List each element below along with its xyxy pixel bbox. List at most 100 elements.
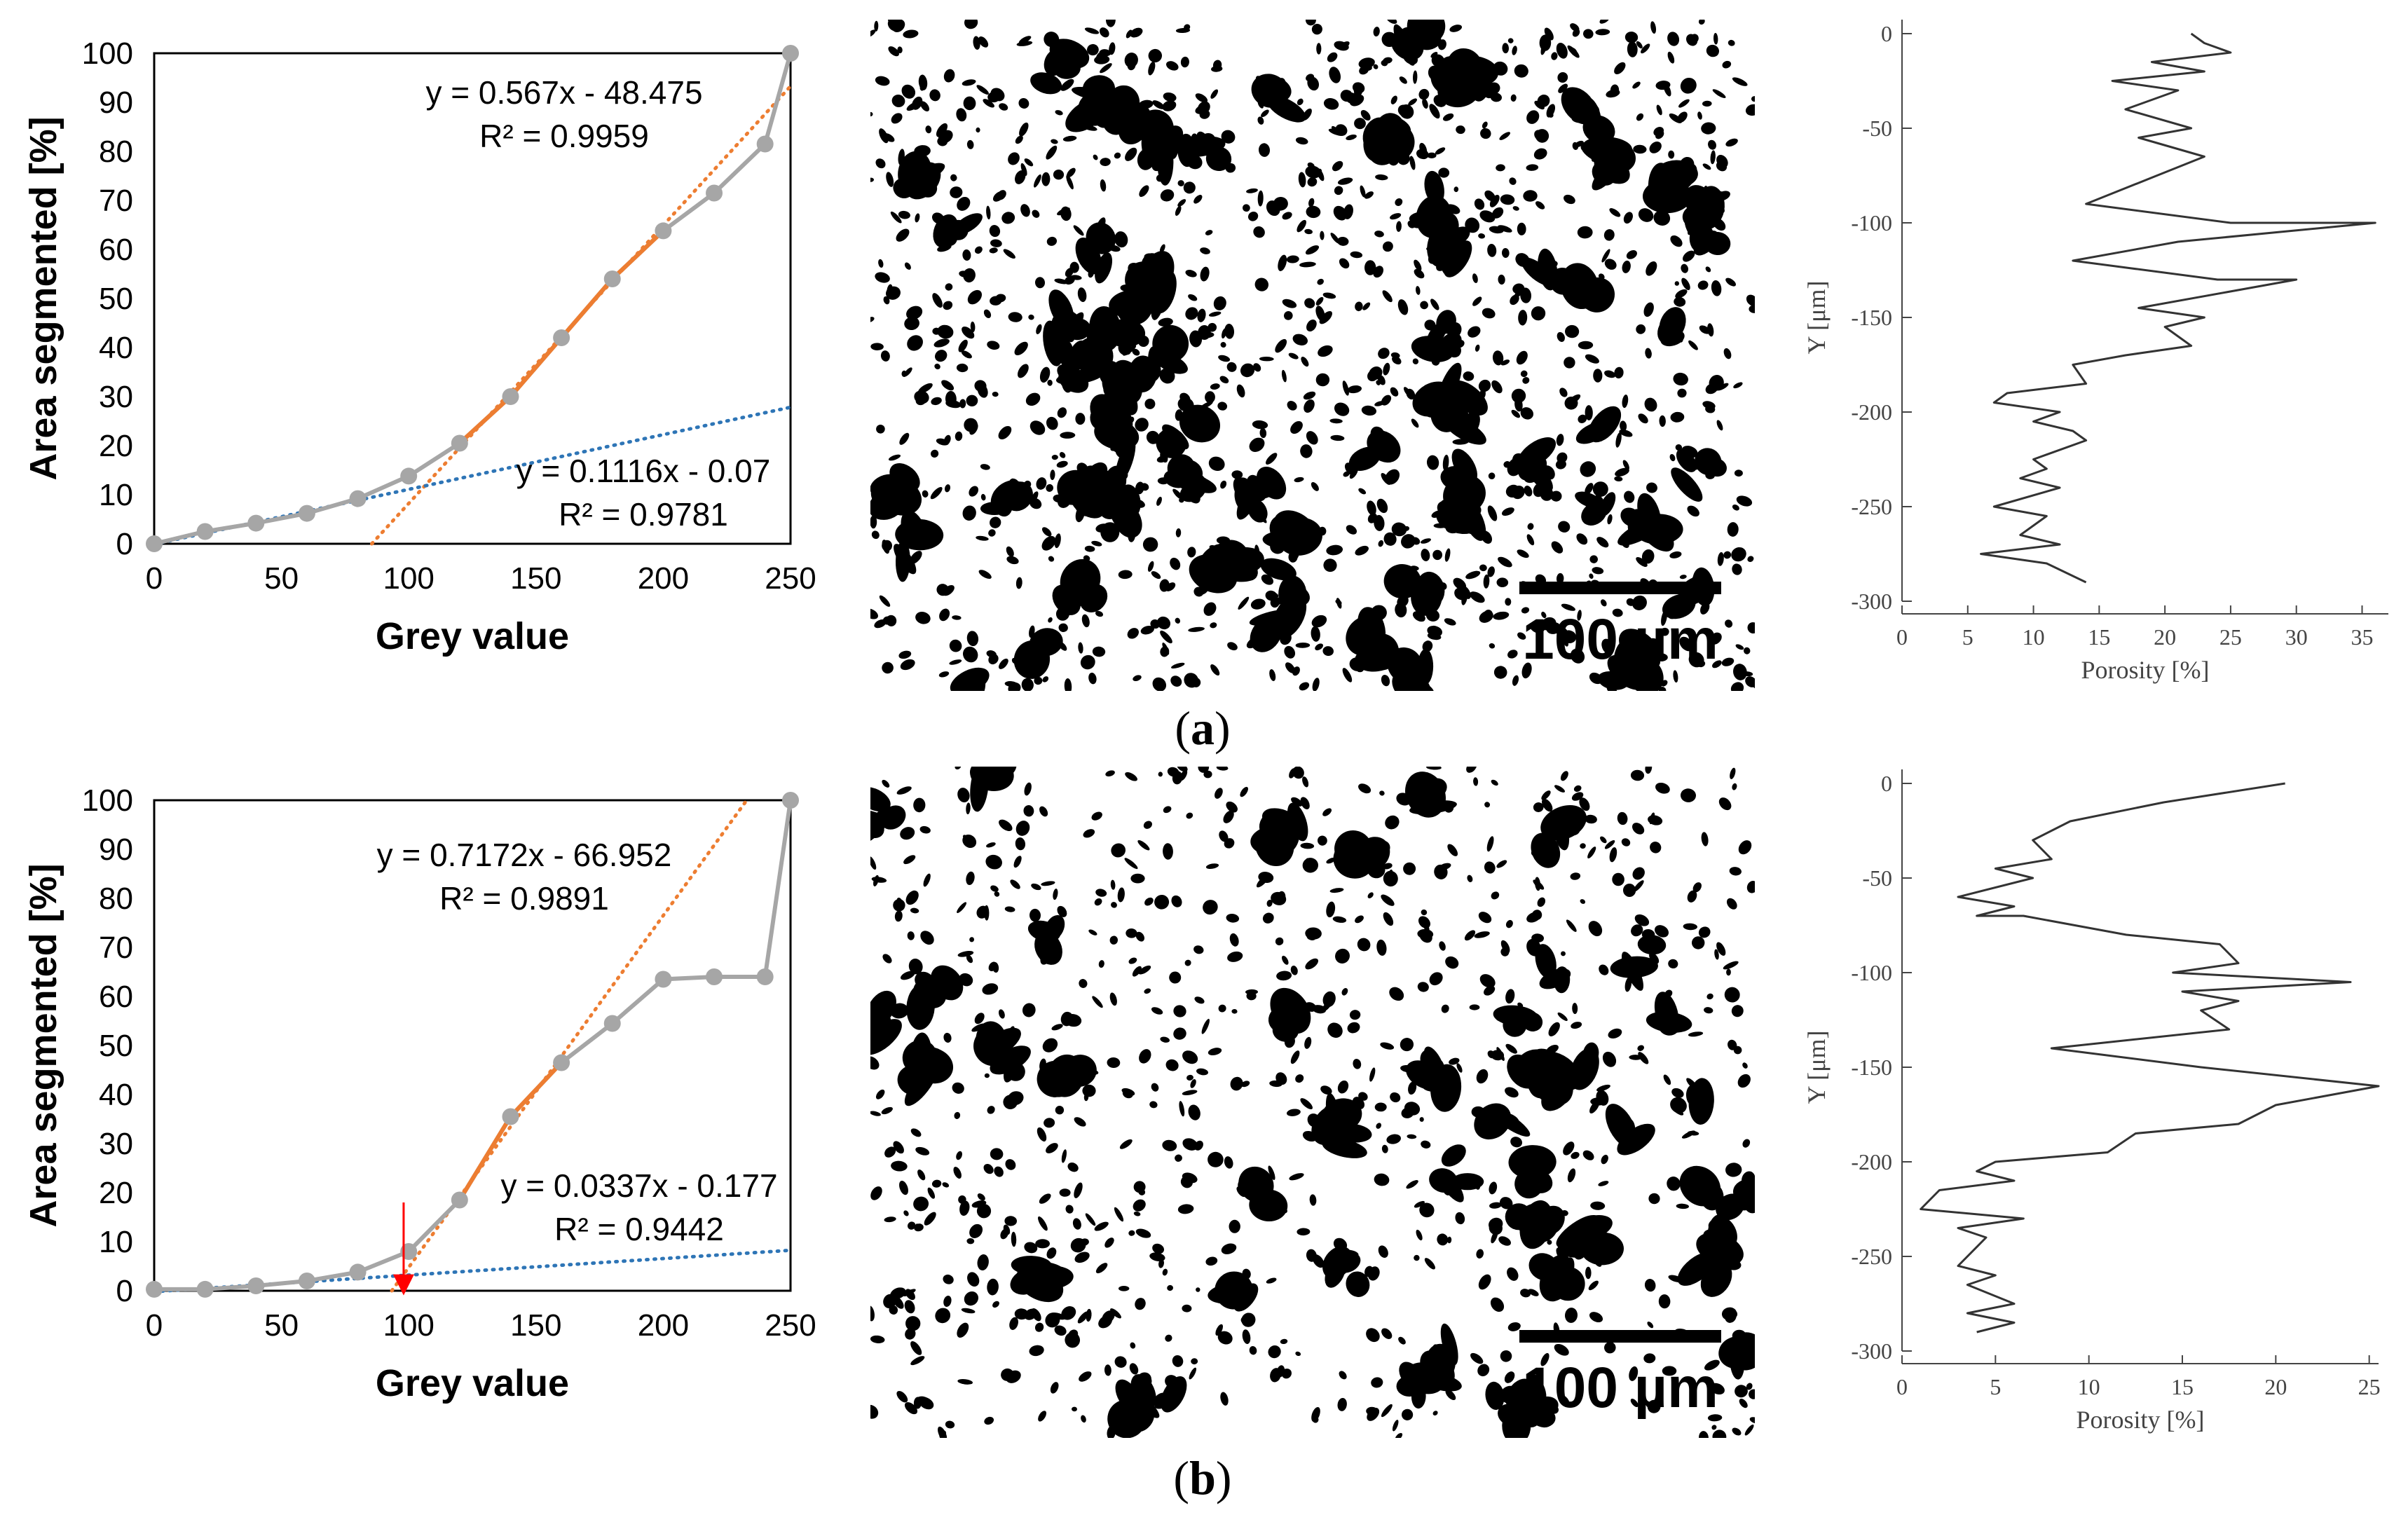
pore bbox=[1095, 889, 1107, 897]
data-point bbox=[298, 1273, 315, 1289]
pore bbox=[1590, 1097, 1606, 1106]
pore-cluster bbox=[1500, 1385, 1519, 1404]
pore bbox=[1430, 52, 1438, 58]
x-tick-label: 250 bbox=[765, 1308, 816, 1343]
pore bbox=[1697, 111, 1702, 120]
pore bbox=[1439, 863, 1451, 870]
pore-cluster bbox=[1148, 346, 1162, 373]
pore bbox=[956, 108, 967, 122]
pore bbox=[988, 961, 997, 972]
pore bbox=[891, 94, 905, 108]
pore bbox=[943, 69, 955, 83]
pore bbox=[1504, 1371, 1515, 1383]
pore bbox=[1295, 1351, 1301, 1357]
pore bbox=[1300, 444, 1313, 458]
pore bbox=[1139, 1049, 1151, 1064]
pore bbox=[1373, 266, 1384, 278]
pore bbox=[1632, 81, 1641, 89]
pore-cluster bbox=[1440, 1323, 1458, 1366]
y-tick-label: 20 bbox=[99, 1176, 133, 1210]
pore bbox=[1107, 1057, 1121, 1069]
pore-cluster bbox=[1104, 319, 1146, 348]
y-tick-label: -250 bbox=[1851, 494, 1892, 519]
pore bbox=[1305, 245, 1320, 255]
pore bbox=[1510, 1137, 1523, 1148]
pore bbox=[1034, 277, 1046, 289]
pore bbox=[1414, 268, 1425, 279]
pore-cluster bbox=[1706, 458, 1727, 477]
pore bbox=[1182, 1090, 1198, 1095]
pore bbox=[870, 1404, 879, 1419]
pore bbox=[1262, 912, 1274, 924]
pore bbox=[1342, 668, 1353, 683]
pore bbox=[1094, 1221, 1109, 1231]
pore bbox=[915, 1223, 921, 1230]
pore bbox=[1733, 664, 1747, 680]
pore bbox=[1311, 24, 1322, 35]
pore bbox=[903, 1289, 916, 1297]
pore bbox=[1304, 399, 1315, 413]
pore bbox=[976, 85, 989, 95]
pore bbox=[1381, 1328, 1393, 1339]
pore bbox=[1478, 1274, 1491, 1290]
pore bbox=[1322, 646, 1334, 657]
pore bbox=[1341, 988, 1348, 996]
pore bbox=[1231, 1008, 1238, 1014]
pore bbox=[1559, 388, 1568, 397]
pore bbox=[1227, 642, 1238, 651]
pore bbox=[1163, 92, 1177, 102]
pore bbox=[1395, 1432, 1403, 1438]
pore bbox=[910, 1341, 922, 1355]
pore bbox=[1378, 1245, 1388, 1258]
pore bbox=[955, 767, 962, 770]
pore bbox=[1322, 292, 1336, 299]
pore-cluster bbox=[1355, 645, 1398, 672]
pore bbox=[954, 1111, 961, 1119]
pore bbox=[1278, 254, 1287, 271]
pore bbox=[962, 834, 977, 849]
pore bbox=[966, 631, 979, 647]
pore bbox=[1449, 1057, 1460, 1065]
pore bbox=[1326, 901, 1336, 918]
pore bbox=[1655, 782, 1670, 794]
data-point bbox=[603, 1015, 621, 1032]
pore bbox=[1619, 429, 1633, 437]
pore bbox=[1261, 109, 1269, 118]
pore-cluster bbox=[870, 787, 891, 812]
pore bbox=[1046, 416, 1058, 430]
pore bbox=[919, 85, 924, 91]
pore bbox=[892, 1295, 904, 1309]
pore bbox=[1439, 941, 1446, 951]
pore bbox=[1420, 301, 1428, 310]
pore bbox=[1609, 847, 1617, 863]
y-tick-label: 80 bbox=[99, 882, 133, 916]
pore bbox=[1382, 241, 1393, 252]
pore bbox=[932, 293, 943, 308]
y-tick-label: -300 bbox=[1851, 1338, 1892, 1364]
pore bbox=[878, 259, 884, 268]
pore bbox=[1421, 909, 1428, 916]
pore bbox=[1593, 369, 1603, 383]
pore bbox=[1220, 342, 1226, 348]
pore bbox=[904, 317, 919, 331]
pore-cluster bbox=[1716, 1193, 1745, 1221]
pore bbox=[1465, 570, 1481, 580]
pore bbox=[1067, 167, 1076, 178]
pore bbox=[899, 432, 910, 445]
pore bbox=[1375, 174, 1388, 181]
pore bbox=[1374, 1173, 1390, 1186]
pore bbox=[1383, 362, 1390, 376]
x-tick-label: 0 bbox=[146, 1308, 163, 1343]
pore bbox=[1745, 104, 1755, 116]
pore bbox=[1000, 1228, 1009, 1240]
pore bbox=[1483, 574, 1490, 589]
pore bbox=[1018, 364, 1029, 378]
pore bbox=[925, 125, 932, 134]
pore bbox=[1075, 413, 1086, 425]
pore bbox=[1517, 549, 1529, 558]
pore bbox=[1514, 286, 1525, 298]
pore bbox=[1577, 610, 1582, 621]
pore bbox=[1179, 1101, 1185, 1117]
pore bbox=[1148, 48, 1162, 63]
